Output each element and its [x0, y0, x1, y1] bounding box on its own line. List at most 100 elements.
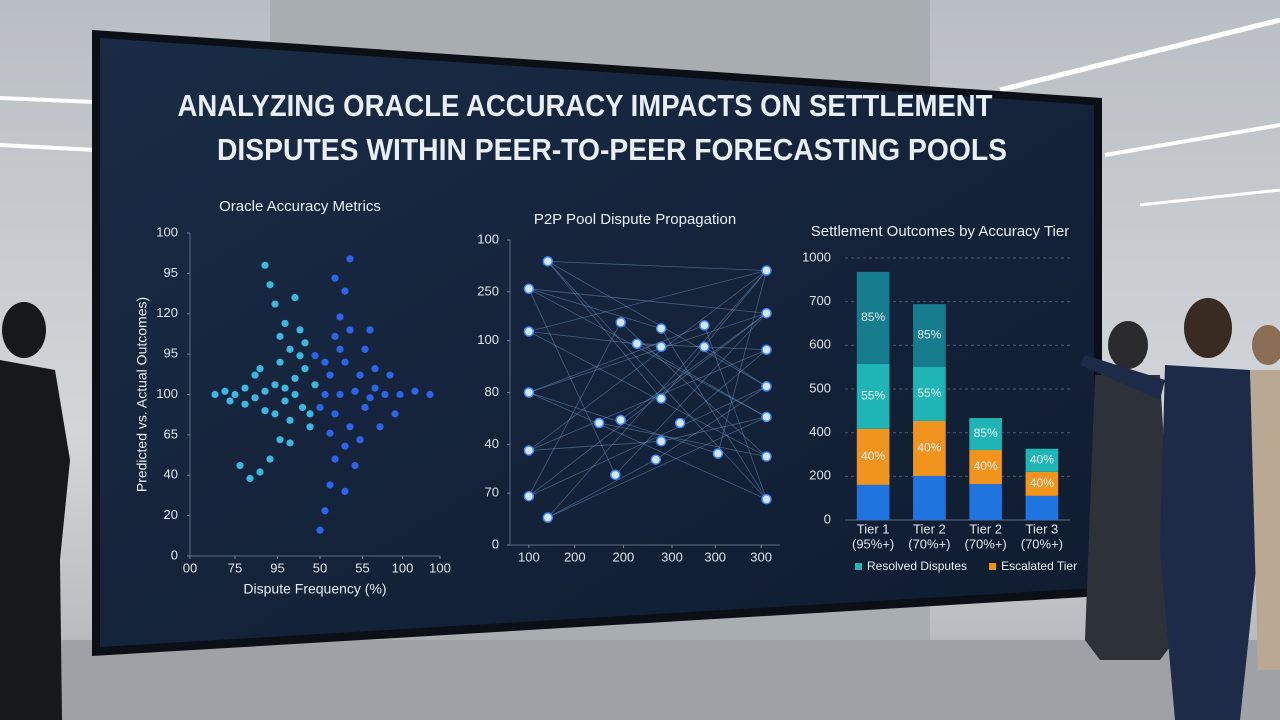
edge	[528, 386, 767, 497]
edge	[528, 270, 767, 332]
node	[542, 512, 554, 523]
edge	[620, 312, 767, 421]
scatter-point	[341, 487, 349, 495]
scatter-point	[311, 381, 319, 389]
y-tick-label: 40	[485, 436, 499, 451]
node	[655, 341, 667, 352]
edge	[528, 288, 767, 418]
scatter-point	[291, 374, 299, 382]
scatter-point	[331, 455, 339, 463]
scatter-point	[381, 390, 389, 399]
scatter-point	[256, 365, 264, 373]
scatter-point	[266, 281, 274, 289]
node	[593, 417, 605, 429]
node	[655, 323, 667, 334]
scatter-point	[386, 371, 394, 379]
x-tick-label: Tier 2	[969, 521, 1002, 536]
edge	[636, 343, 767, 418]
person-left	[0, 302, 70, 720]
ceiling-light	[1139, 188, 1280, 207]
bar-segment	[913, 420, 946, 476]
scatter-point	[356, 436, 364, 444]
x-tick-label: Tier 2	[913, 521, 946, 536]
scatter-point	[331, 332, 339, 340]
scatter-point	[326, 429, 334, 437]
scatter-point	[346, 255, 354, 263]
x-tick-label: 100	[518, 549, 540, 564]
scatter-point	[376, 423, 384, 431]
node	[712, 448, 724, 459]
y-tick-label: 500	[809, 380, 831, 395]
scatter-point	[281, 397, 289, 405]
scatter-point	[211, 390, 219, 399]
edge	[547, 260, 767, 271]
scatter-point	[261, 407, 269, 415]
edge	[704, 346, 767, 387]
scatter-point	[351, 461, 359, 470]
chart-title: Oracle Accuracy Metrics	[219, 198, 381, 215]
node	[523, 387, 535, 398]
node	[631, 338, 643, 349]
y-tick-label: 40	[164, 467, 178, 482]
edge	[528, 270, 767, 451]
scatter-point	[276, 358, 284, 366]
scatter-point	[281, 319, 289, 328]
y-tick-label: 20	[164, 507, 178, 522]
scatter-point	[226, 397, 234, 405]
x-tick-label: 200	[613, 549, 635, 564]
scatter-point	[346, 423, 354, 431]
scatter-point	[296, 352, 304, 360]
scatter-point	[251, 394, 259, 402]
y-tick-label: 0	[824, 511, 831, 526]
scatter-point	[306, 423, 314, 431]
bar-segment	[969, 484, 1002, 520]
x-tick-label: Tier 1	[857, 521, 890, 536]
scatter-point	[326, 371, 334, 379]
scatter-point	[371, 365, 379, 373]
scatter-point	[321, 358, 329, 366]
edge	[717, 270, 767, 454]
y-tick-label: 95	[164, 346, 178, 361]
bar-segment	[856, 363, 890, 429]
edge	[547, 459, 656, 518]
node	[610, 469, 621, 481]
segment-label: 55%	[917, 386, 941, 400]
node	[615, 317, 626, 328]
edge	[528, 322, 622, 497]
edge	[528, 349, 767, 451]
bar-segment	[913, 475, 946, 520]
scatter-point	[331, 410, 339, 418]
segment-label: 85%	[861, 310, 885, 324]
scatter-point	[396, 390, 404, 399]
scatter-point	[426, 390, 434, 399]
scatter-point	[301, 339, 309, 347]
scatter-point	[371, 384, 379, 392]
scatter-point	[221, 387, 229, 395]
node	[761, 344, 772, 356]
segment-label: 40%	[1030, 476, 1054, 490]
x-tick-label: Tier 3	[1026, 521, 1059, 536]
edge	[528, 325, 705, 393]
ceiling-light	[999, 17, 1280, 93]
node	[523, 490, 535, 502]
y-tick-label: 70	[485, 485, 499, 500]
x-axis-label: Dispute Frequency (%)	[243, 581, 386, 597]
edge	[704, 325, 767, 500]
node	[615, 414, 626, 426]
x-tick-label: 50	[313, 560, 327, 575]
legend-label: Resolved Disputes	[867, 559, 967, 573]
y-tick-label: 65	[164, 426, 178, 441]
edge	[660, 270, 767, 399]
segment-label: 55%	[861, 389, 885, 403]
edge	[615, 312, 767, 476]
x-tick-label: 300	[750, 549, 772, 564]
scatter-point	[261, 387, 269, 395]
scatter-point	[296, 326, 304, 334]
node	[655, 393, 667, 404]
bar-segment	[969, 418, 1002, 451]
chart-title: Settlement Outcomes by Accuracy Tier	[811, 223, 1069, 240]
node	[761, 307, 772, 319]
legend-swatch	[855, 563, 862, 570]
